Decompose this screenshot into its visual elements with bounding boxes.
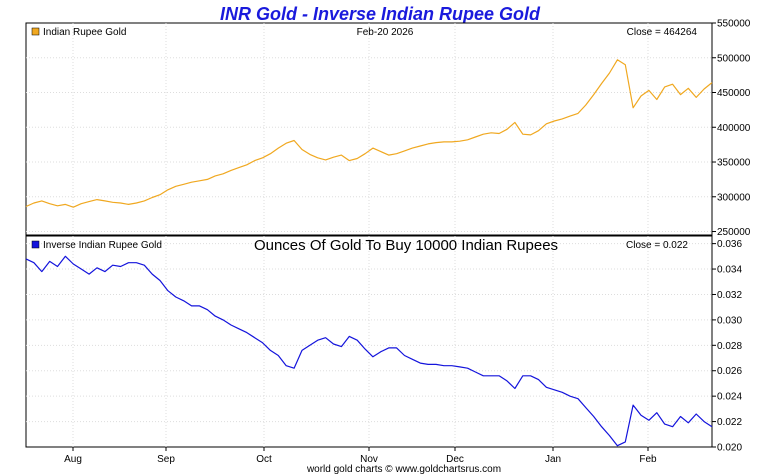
x-tick-label: Aug [64,454,82,465]
bottom-y-axis: 0.020 0.022 0.024 0.026 0.028 0.030 0.032 0.034… [712,239,742,454]
bottom-y-tick-label: 0.036 [717,239,742,250]
chart-title: INR Gold - Inverse Indian Rupee Gold [220,4,541,24]
x-axis: Aug Sep Oct Nov Dec Jan Feb [64,447,657,465]
top-legend-swatch [31,27,40,36]
top-y-tick-label: 400000 [717,123,751,134]
top-close-label: Close = 464264 [627,27,698,38]
x-tick-label: Jan [545,454,561,465]
bottom-y-tick-label: 0.032 [717,290,742,301]
bottom-y-tick-label: 0.020 [717,443,742,454]
top-y-tick-label: 350000 [717,158,751,169]
bottom-y-tick-label: 0.026 [717,366,742,377]
bottom-y-tick-label: 0.030 [717,315,742,326]
bottom-y-tick-label: 0.024 [717,392,742,403]
x-tick-label: Sep [157,454,175,465]
x-tick-label: Nov [360,454,378,465]
top-legend-label: Indian Rupee Gold [43,27,126,38]
top-panel-grid [26,23,712,235]
top-y-tick-label: 250000 [717,227,751,238]
bottom-legend-swatch [31,240,40,249]
top-y-tick-label: 300000 [717,192,751,203]
top-y-tick-label: 450000 [717,88,751,99]
top-series-line [25,59,713,208]
footer-credit: world gold charts © www.goldchartsrus.co… [306,464,501,475]
x-tick-label: Feb [639,454,657,465]
bottom-close-label: Close = 0.022 [626,240,688,251]
top-y-axis: 250000 300000 350000 400000 450000 500000 5500… [712,19,751,238]
top-y-tick-label: 500000 [717,53,751,64]
top-y-tick-label: 550000 [717,19,751,30]
bottom-y-tick-label: 0.034 [717,265,742,276]
bottom-panel-grid [26,236,712,447]
bottom-series-line [25,255,713,447]
bottom-y-tick-label: 0.022 [717,417,742,428]
bottom-legend-label: Inverse Indian Rupee Gold [43,240,162,251]
bottom-y-tick-label: 0.028 [717,341,742,352]
top-date-label: Feb-20 2026 [357,27,414,38]
bottom-center-title: Ounces Of Gold To Buy 10000 Indian Rupee… [254,237,558,254]
x-tick-label: Dec [446,454,464,465]
x-tick-label: Oct [256,454,272,465]
